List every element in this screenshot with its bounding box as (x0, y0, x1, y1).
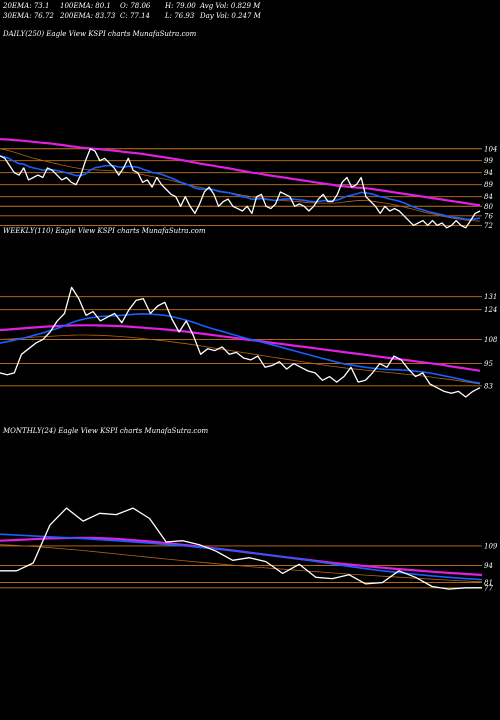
weekly-chart-panel: WEEKLY(110) Eagle View KSPI charts Munaf… (0, 227, 498, 398)
y-tick-label: 104 (484, 145, 497, 153)
y-tick-label: 99 (484, 157, 493, 165)
price-series-line (0, 507, 482, 590)
y-tick-label: 108 (484, 336, 498, 344)
y-tick-label: 124 (484, 306, 497, 314)
indicator-header: 20EMA: 73.1 100EMA: 80.1 O: 78.06 H: 79.… (2, 2, 262, 20)
high-label: H: 79.00 (164, 2, 196, 10)
open-label: O: 78.06 (120, 2, 151, 10)
ema-thin-series-line (0, 334, 481, 385)
ema-thin-series-line (0, 148, 481, 222)
ema30-label: 30EMA: 76.72 (3, 12, 54, 20)
ema-long-series-line (0, 138, 481, 207)
y-tick-label: 77 (484, 584, 493, 592)
ema100-label: 100EMA: 80.1 (60, 2, 111, 10)
y-tick-label: 89 (484, 181, 493, 189)
y-tick-label: 72 (484, 222, 493, 230)
ema-short-series-line (0, 312, 481, 384)
day-vol-label: Day Vol: 0.247 M (199, 12, 262, 20)
y-tick-label: 80 (484, 203, 493, 211)
ema-thin-series-line (0, 544, 483, 583)
y-tick-label: 94 (484, 562, 493, 570)
price-series-line (0, 148, 481, 229)
y-tick-label: 109 (484, 542, 498, 550)
y-tick-label: 76 (484, 212, 493, 220)
y-tick-label: 95 (484, 360, 493, 368)
avg-vol-label: Avg Vol: 0.829 M (199, 2, 261, 10)
y-tick-label: 81 (484, 579, 493, 587)
weekly-chart-title: WEEKLY(110) Eagle View KSPI charts Munaf… (3, 227, 206, 235)
daily-chart-title: DAILY(250) Eagle View KSPI charts Munafa… (2, 30, 197, 38)
y-tick-label: 131 (484, 293, 497, 301)
monthly-chart-panel: MONTHLY(24) Eagle View KSPI charts Munaf… (0, 427, 498, 592)
close-label: C: 77.14 (120, 12, 150, 20)
monthly-chart-title: MONTHLY(24) Eagle View KSPI charts Munaf… (2, 427, 209, 435)
ema-long-series-line (0, 536, 483, 577)
daily-chart-panel: DAILY(250) Eagle View KSPI charts Munafa… (0, 30, 497, 230)
low-label: L: 76.93 (164, 12, 195, 20)
ema200-label: 200EMA: 83.73 (59, 12, 116, 20)
y-tick-label: 84 (484, 193, 493, 201)
ema-short-series-line (0, 533, 483, 581)
y-tick-label: 94 (484, 169, 493, 177)
price-series-line (0, 286, 481, 398)
ema20-label: 20EMA: 73.1 (2, 2, 49, 10)
y-tick-label: 83 (484, 382, 493, 390)
